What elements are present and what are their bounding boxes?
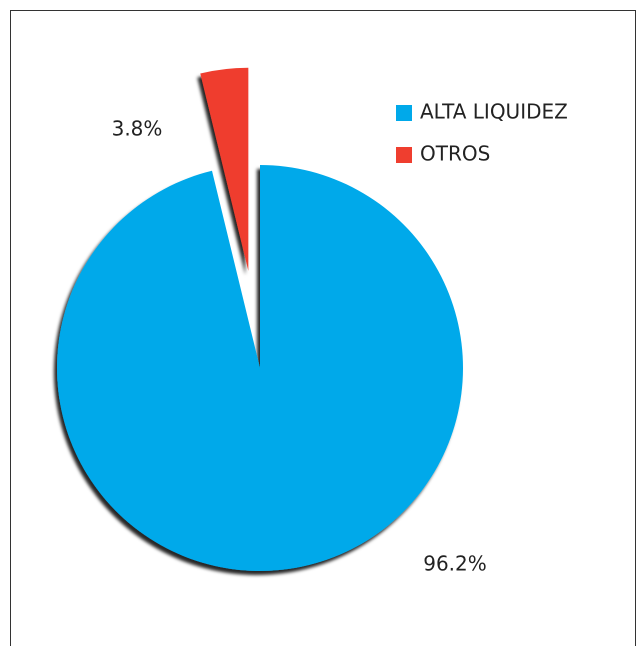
pie-slice xyxy=(200,67,249,271)
legend-label: ALTA LIQUIDEZ xyxy=(420,100,568,124)
pie xyxy=(57,67,464,571)
legend-label: OTROS xyxy=(420,142,490,166)
legend-swatch xyxy=(396,105,412,121)
legend: ALTA LIQUIDEZ OTROS xyxy=(396,100,568,166)
legend-swatch xyxy=(396,147,412,163)
pie-slice xyxy=(57,165,464,571)
value-label: 96.2% xyxy=(423,552,487,576)
value-label: 3.8% xyxy=(112,117,163,141)
